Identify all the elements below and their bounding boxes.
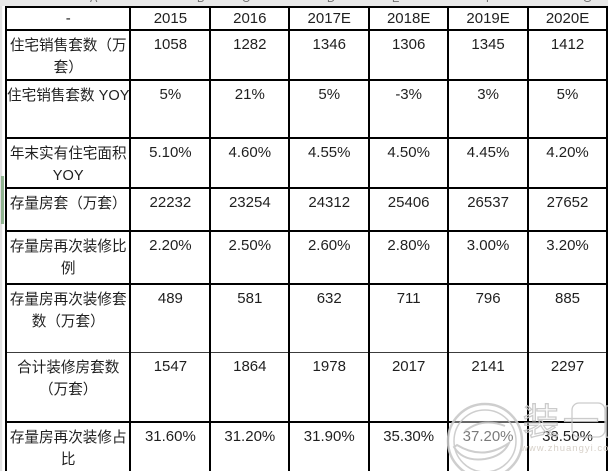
cell: 24312 bbox=[288, 187, 371, 232]
column-letter-fragment: B bbox=[197, 0, 204, 5]
cell: 4.50% bbox=[368, 137, 450, 189]
row-label: 年末实有住宅面积 YOY bbox=[4, 137, 132, 189]
cell: -3% bbox=[368, 79, 450, 139]
cell: 1282 bbox=[209, 29, 291, 81]
column-header-2019E: 2019E bbox=[447, 6, 530, 31]
cell: 489 bbox=[129, 283, 212, 353]
cell: 37.20% bbox=[447, 421, 530, 471]
cell: 4.20% bbox=[527, 137, 608, 189]
table-row: 住宅销售套数（万 套） 1058 1282 1346 1306 1345 1412 bbox=[4, 29, 608, 81]
spreadsheet-row-header-strip bbox=[0, 6, 5, 471]
cell: 796 bbox=[447, 283, 530, 353]
cell: 1547 bbox=[129, 351, 212, 423]
cell: 1864 bbox=[209, 351, 291, 423]
row-label: 存量房套（万套） bbox=[4, 187, 132, 232]
row-label: 住宅销售套数（万 套） bbox=[4, 29, 132, 81]
cell: 2.20% bbox=[129, 230, 212, 285]
cell: 3.20% bbox=[527, 230, 608, 285]
column-header-2018E: 2018E bbox=[368, 6, 450, 31]
column-header-2016: 2016 bbox=[209, 6, 291, 31]
table-row: 合计装修房套数 （万套） 1547 1864 1978 2017 2141 2297 bbox=[4, 351, 608, 423]
row-label: 住宅销售套数 YOY bbox=[4, 79, 132, 139]
cell: 2.80% bbox=[368, 230, 450, 285]
row-label: 合计装修房套数 （万套） bbox=[4, 351, 132, 423]
table-row: 存量房再次装修套 数（万套） 489 581 632 711 796 885 bbox=[4, 283, 608, 353]
column-header-2020E: 2020E bbox=[527, 6, 608, 31]
column-header-2015: 2015 bbox=[129, 6, 212, 31]
table-row: 年末实有住宅面积 YOY 5.10% 4.60% 4.55% 4.50% 4.45% 4.2… bbox=[4, 137, 608, 189]
cell: 1345 bbox=[447, 29, 530, 81]
cell: 1346 bbox=[288, 29, 371, 81]
data-table: -2015 2016 2017E 2018E 2019E 2020E 住宅销售套数（万 套… bbox=[4, 6, 608, 471]
cell: 38.50% bbox=[527, 421, 608, 471]
row-label: 存量房再次装修套 数（万套） bbox=[4, 283, 132, 353]
column-letter-fragment: C bbox=[242, 0, 250, 5]
cell: 31.90% bbox=[288, 421, 371, 471]
cell: 2141 bbox=[447, 351, 530, 423]
cell: 2.60% bbox=[288, 230, 371, 285]
cell: 27652 bbox=[527, 187, 608, 232]
cell: 3% bbox=[447, 79, 530, 139]
cell: 2.50% bbox=[209, 230, 291, 285]
cell: 632 bbox=[288, 283, 371, 353]
column-letter-fragment: D bbox=[327, 0, 335, 5]
cell: 581 bbox=[209, 283, 291, 353]
cell: 2297 bbox=[527, 351, 608, 423]
cell: 26537 bbox=[447, 187, 530, 232]
cell: 711 bbox=[368, 283, 450, 353]
cell: 22232 bbox=[129, 187, 212, 232]
cell: 1306 bbox=[368, 29, 450, 81]
cell: 5% bbox=[288, 79, 371, 139]
cell: 3.00% bbox=[447, 230, 530, 285]
cell: 4.60% bbox=[209, 137, 291, 189]
cell: 21% bbox=[209, 79, 291, 139]
cell: 1412 bbox=[527, 29, 608, 81]
cell: 25406 bbox=[368, 187, 450, 232]
cell: 31.20% bbox=[209, 421, 291, 471]
cell: 31.60% bbox=[129, 421, 212, 471]
cell: 5% bbox=[129, 79, 212, 139]
cell: 35.30% bbox=[368, 421, 450, 471]
column-letter-fragment: F bbox=[486, 0, 493, 5]
cell: 1978 bbox=[288, 351, 371, 423]
cell: 23254 bbox=[209, 187, 291, 232]
row-label: 存量房再次装修比 例 bbox=[4, 230, 132, 285]
table-row: 存量房再次装修比 例 2.20% 2.50% 2.60% 2.80% 3.00% 3.20% bbox=[4, 230, 608, 285]
column-letter-fragment: A bbox=[90, 0, 97, 5]
cell: 4.45% bbox=[447, 137, 530, 189]
row-label: 存量房再次装修占 比 bbox=[4, 421, 132, 471]
table-row: 存量房套（万套） 22232 23254 24312 25406 26537 27652 bbox=[4, 187, 608, 232]
cell: 885 bbox=[527, 283, 608, 353]
row-selection-indicator bbox=[1, 176, 4, 224]
column-letter-fragment: E bbox=[392, 0, 399, 5]
table-row: 存量房再次装修占 比 31.60% 31.20% 31.90% 35.30% 37.20%… bbox=[4, 421, 608, 471]
table-row: 住宅销售套数 YOY 5% 21% 5% -3% 3% 5% bbox=[4, 79, 608, 139]
column-header-2017E: 2017E bbox=[288, 6, 371, 31]
corner-cell: - bbox=[4, 6, 132, 31]
cell: 4.55% bbox=[288, 137, 371, 189]
cell: 2017 bbox=[368, 351, 450, 423]
column-letter-fragment: G bbox=[583, 0, 592, 5]
cell: 5% bbox=[527, 79, 608, 139]
cell: 5.10% bbox=[129, 137, 212, 189]
cell: 1058 bbox=[129, 29, 212, 81]
header-row: -2015 2016 2017E 2018E 2019E 2020E bbox=[4, 6, 608, 31]
